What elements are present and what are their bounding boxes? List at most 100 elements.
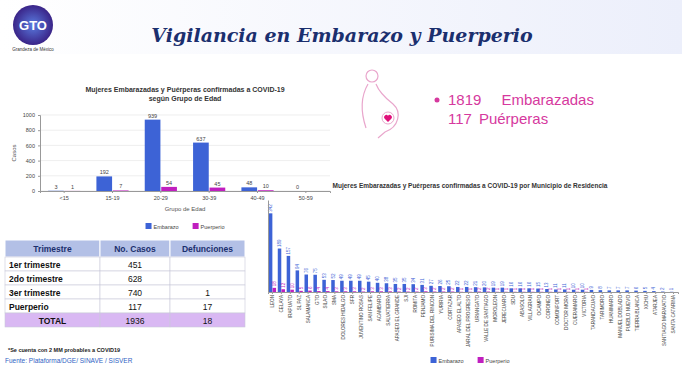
tick-mark — [673, 292, 674, 294]
x-tick: COMONFORT — [555, 292, 560, 325]
cell-text: 18 — [203, 316, 213, 326]
data-label: 3 — [423, 287, 428, 290]
icon-head — [366, 70, 378, 82]
tick-label: SJI — [404, 295, 409, 302]
data-label: 7 — [119, 183, 122, 189]
tick-mark — [160, 191, 161, 193]
data-label: 1 — [513, 287, 518, 290]
data-label: 48 — [246, 180, 252, 186]
x-tick: TIERRA BLANCA — [635, 292, 640, 331]
bar — [522, 291, 526, 292]
tick-label: 0 — [32, 188, 35, 194]
bar — [317, 291, 321, 292]
bar — [161, 187, 177, 191]
header-text: Defunciones — [182, 244, 233, 254]
tick-mark — [38, 145, 40, 146]
bar — [460, 291, 464, 292]
bullet — [435, 98, 440, 103]
data-label: 49 — [348, 274, 353, 280]
canvas: GTOGrandeza de MéxicoVigilancia en Embar… — [0, 0, 682, 369]
bar — [540, 291, 544, 292]
tick-label: IRAPUATO — [288, 295, 293, 318]
x-tick: ROMITA — [413, 292, 418, 313]
bar — [652, 291, 656, 292]
tick-mark — [646, 292, 647, 294]
logo-subtitle: Grandeza de México — [12, 47, 54, 52]
tick-mark — [379, 292, 380, 294]
tick-mark — [38, 191, 40, 192]
x-tick: CUERAMARO — [573, 292, 578, 325]
tick-label: JERECUARO — [502, 295, 507, 324]
logo-circle — [13, 5, 53, 45]
tick-label: SFR — [350, 294, 355, 304]
x-tick: 50-59 — [299, 191, 313, 201]
legend-swatch — [193, 223, 199, 229]
y-tick: 800 — [26, 127, 40, 133]
y-axis-title: Casos — [11, 144, 17, 161]
tick-label: 40-49 — [250, 195, 264, 201]
x-tick: CELAYA — [279, 292, 284, 312]
summary-count: 117 — [448, 110, 472, 127]
bar — [241, 187, 257, 191]
cell — [5, 257, 100, 271]
tick-label: 400 — [26, 158, 35, 164]
bar — [625, 290, 629, 292]
data-label: 19 — [500, 281, 505, 287]
tick-label: ABASOLO — [519, 295, 524, 317]
bar — [424, 291, 428, 292]
bar — [643, 291, 647, 292]
tick-mark — [611, 292, 612, 294]
data-label: 2 — [414, 287, 419, 290]
tick-mark — [522, 292, 523, 294]
chart: 319293963748017544510<1515-1920-2930-394… — [11, 86, 331, 230]
data-label: 1 — [584, 287, 589, 290]
tick-mark — [441, 292, 442, 294]
data-label: 76 — [304, 268, 309, 274]
header: GTOGrandeza de MéxicoVigilancia en Embar… — [12, 5, 533, 52]
data-label: 21 — [473, 280, 478, 286]
grid-line — [40, 130, 330, 131]
y-tick: 400 — [26, 158, 40, 164]
icon-heart — [384, 115, 392, 122]
data-label: 20 — [482, 280, 487, 286]
data-label: 22 — [455, 280, 460, 286]
legend-swatch — [146, 223, 152, 229]
y-axis: 02004006008001000 — [23, 112, 41, 194]
tick-label: ACAMBARO — [377, 295, 382, 322]
tick-label: 15-19 — [105, 195, 119, 201]
tick-label: PURISIMA DEL RINCON — [430, 295, 435, 346]
legend-label: Puerperio — [201, 224, 225, 230]
data-label: 94 — [295, 263, 300, 269]
tick-label: VILLAGRAN — [528, 295, 533, 321]
data-label: 16 — [527, 281, 532, 287]
tick-label: TIERRA BLANCA — [635, 294, 640, 331]
bar — [145, 120, 161, 191]
x-tick: SALVATIERRA — [386, 292, 391, 326]
data-label: 637 — [196, 136, 205, 142]
bar — [616, 290, 620, 292]
y-tick: 200 — [26, 173, 40, 179]
tick-mark — [486, 292, 487, 294]
data-label: 3 — [343, 287, 348, 290]
x-axis-title: Grupo de Edad — [165, 206, 206, 212]
cell-text: 1er trimestre — [9, 260, 61, 270]
bar — [451, 291, 455, 292]
tick-label: TARANDACUAO — [591, 295, 596, 330]
data-label: 1 — [539, 287, 544, 290]
x-tick: 15-19 — [105, 191, 119, 201]
tick-mark — [477, 292, 478, 294]
tick-label: <15 — [59, 195, 68, 201]
x-tick: SILAO — [323, 292, 328, 309]
bar — [608, 290, 612, 292]
data-label: 1 — [669, 287, 674, 290]
data-label: 3 — [54, 184, 57, 190]
data-label: 10 — [290, 283, 295, 289]
cell-text: 1936 — [126, 316, 145, 326]
tick-mark — [257, 191, 258, 193]
cell — [100, 299, 170, 313]
bar — [273, 288, 277, 292]
data-label: 53 — [322, 273, 327, 279]
x-tick: CORONEO — [546, 292, 551, 319]
bar — [335, 291, 339, 292]
tick-label: ROMITA — [413, 294, 418, 312]
